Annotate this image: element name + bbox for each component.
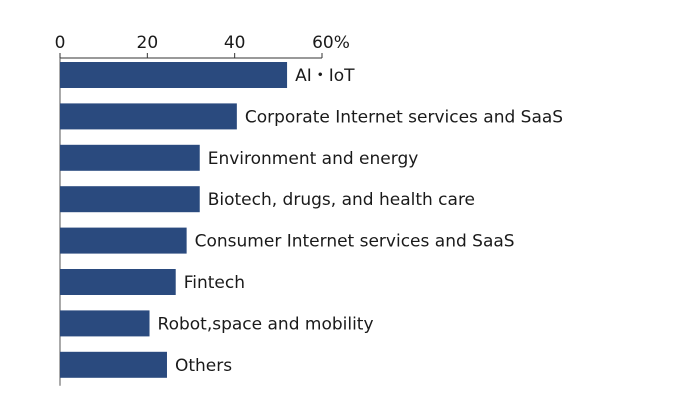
bar-category-label: Biotech, drugs, and health care [208, 190, 475, 210]
bars-group [60, 62, 288, 378]
bar-category-label: Robot,space and mobility [158, 314, 374, 334]
bar-category-label: Environment and energy [208, 149, 419, 169]
x-tick-label: 0 [55, 33, 66, 53]
bar [60, 269, 176, 295]
bar [60, 144, 200, 171]
bar [60, 103, 237, 130]
bar-category-label: AI・IoT [295, 66, 355, 86]
bar [60, 62, 288, 88]
x-tick-label: 20 [137, 33, 159, 53]
x-tick-label: 40 [224, 33, 246, 53]
bar-category-label: Corporate Internet services and SaaS [245, 107, 563, 127]
bar [60, 186, 200, 213]
bar-labels-group: AI・IoT Corporate Internet services and Sa… [158, 66, 564, 376]
x-tick-label: 60% [312, 33, 350, 53]
bar [60, 351, 167, 378]
bar [60, 310, 150, 337]
bar-category-label: Consumer Internet services and SaaS [195, 232, 515, 252]
bar-category-label: Fintech [184, 273, 245, 293]
bar-category-label: Others [175, 356, 232, 376]
bar [60, 227, 187, 254]
